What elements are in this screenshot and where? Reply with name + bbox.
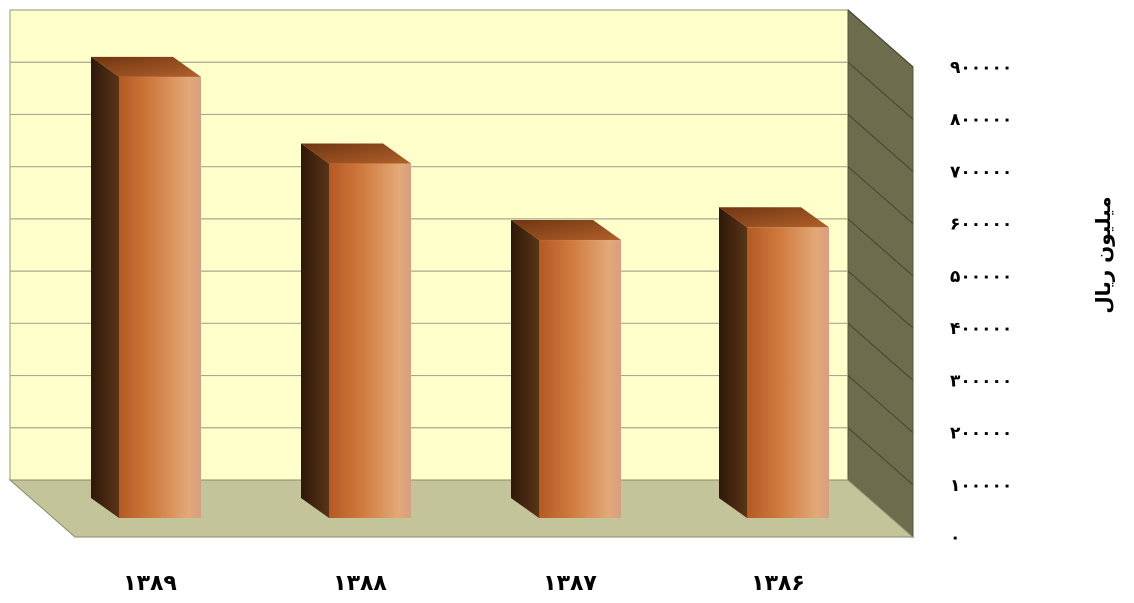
side-gridline <box>847 375 914 434</box>
bar-front <box>747 227 829 519</box>
chart-walls <box>8 8 915 539</box>
x-tick-label: ۱۳۸۷ <box>543 571 597 596</box>
side-gridline <box>847 61 914 120</box>
bar <box>719 207 829 519</box>
y-tick-label: ۴۰۰۰۰۰ <box>950 319 1012 339</box>
bar <box>91 56 201 518</box>
x-tick-label: ۱۳۸۶ <box>751 571 805 596</box>
y-tick-label: ۹۰۰۰۰۰ <box>950 58 1012 78</box>
bar-side <box>719 207 747 519</box>
bar-top <box>301 143 411 164</box>
y-tick-label: ۳۰۰۰۰۰ <box>950 371 1012 391</box>
x-axis-ticks: ۱۳۸۹ ۱۳۸۸ ۱۳۸۷ ۱۳۸۶ <box>123 571 805 596</box>
y-axis-title: میلیون ریال <box>1091 196 1115 313</box>
bar-top <box>719 207 829 228</box>
y-axis-ticks: ۰ ۱۰۰۰۰۰ ۲۰۰۰۰۰ ۳۰۰۰۰۰ ۴۰۰۰۰۰ ۵۰۰۰۰۰ ۶۰۰۰۰۰ ۷۰۰… <box>950 58 1012 548</box>
bar <box>511 220 621 519</box>
y-tick-label: ۰ <box>950 528 960 548</box>
side-gridline <box>847 427 914 486</box>
bar-side <box>91 56 119 518</box>
bar-front <box>119 76 201 518</box>
bar-front <box>329 163 411 519</box>
y-tick-label: ۱۰۰۰۰۰ <box>950 476 1012 496</box>
x-tick-label: ۱۳۸۸ <box>333 571 387 596</box>
bar-top <box>91 56 201 77</box>
side-wall <box>847 8 914 539</box>
bar-side <box>301 143 329 519</box>
y-tick-label: ۲۰۰۰۰۰ <box>950 424 1012 444</box>
y-tick-label: ۶۰۰۰۰۰ <box>950 215 1012 235</box>
bars <box>91 56 829 519</box>
bar <box>301 143 411 519</box>
y-tick-label: ۵۰۰۰۰۰ <box>950 267 1012 287</box>
bar-front <box>539 240 621 519</box>
bar-side <box>511 220 539 519</box>
side-gridline <box>847 270 914 329</box>
y-tick-label: ۷۰۰۰۰۰ <box>950 162 1012 182</box>
side-gridline <box>847 9 914 68</box>
y-tick-label: ۸۰۰۰۰۰ <box>950 110 1012 130</box>
bar-top <box>511 220 621 241</box>
side-gridline <box>847 166 914 225</box>
x-tick-label: ۱۳۸۹ <box>123 571 177 596</box>
side-gridline <box>847 218 914 277</box>
side-gridline <box>847 113 914 172</box>
side-gridline <box>847 322 914 381</box>
